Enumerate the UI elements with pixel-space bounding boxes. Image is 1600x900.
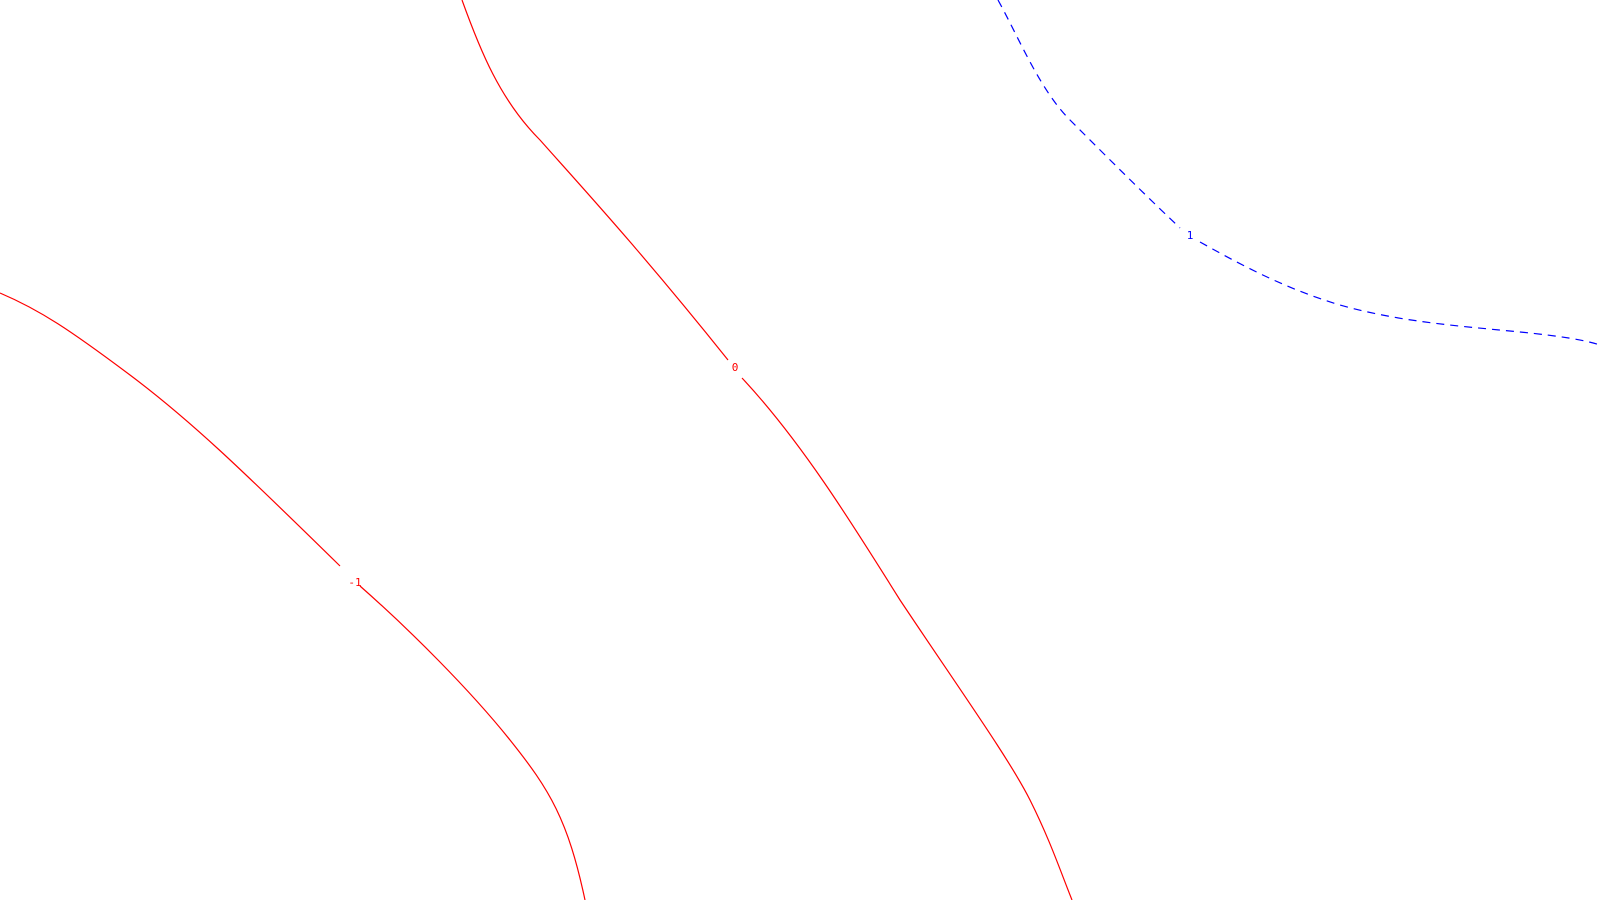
contour-line-one: 1 [997, 0, 1600, 346]
contour-line-zero: 0 [461, 0, 1073, 900]
contour-minus-one-path-upper [0, 292, 341, 567]
contour-one-path-upper [997, 0, 1181, 229]
contour-label-one: 1 [1187, 229, 1194, 242]
contour-zero-path-upper [461, 0, 729, 361]
contour-line-minus-one: -1 [0, 292, 586, 900]
contour-zero-path-lower [741, 377, 1073, 900]
contour-label-minus-one: -1 [348, 576, 361, 589]
contour-label-zero: 0 [732, 361, 739, 374]
contour-minus-one-path-lower [359, 585, 586, 900]
contour-one-path-lower [1199, 241, 1600, 346]
